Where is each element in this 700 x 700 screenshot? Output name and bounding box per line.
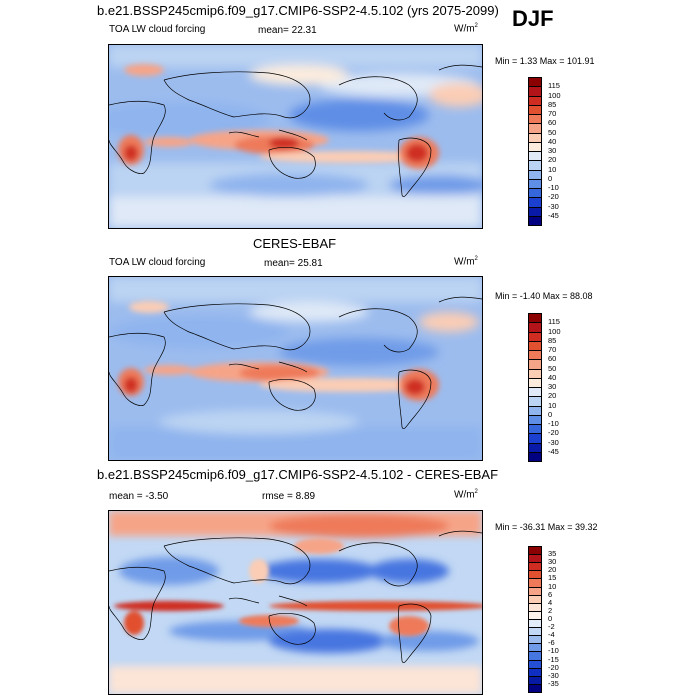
colorbar-label: -15	[548, 654, 559, 664]
panel2-title: CERES-EBAF	[253, 236, 337, 251]
panel3-rmse: rmse = 8.89	[262, 491, 316, 502]
units-text: W/m	[454, 23, 475, 35]
colorbar-label: 85	[548, 335, 557, 345]
coastlines	[109, 296, 482, 430]
colorbar-label: 6	[548, 589, 553, 599]
colorbar-label: 30	[548, 382, 557, 391]
panel2-mean: mean= 25.81	[264, 258, 323, 269]
panel2-colorbar: 115 100 85 70 60 50 40 30 20 10 0 -10 -20 -30 -45	[528, 313, 588, 463]
colorbar-label: -45	[548, 446, 559, 456]
colorbar-label: -30	[548, 437, 559, 447]
colorbar-label: 10	[548, 581, 557, 591]
colorbar-label: -45	[548, 210, 559, 220]
panel3-minmax: Min = -36.31 Max = 39.32	[495, 522, 598, 532]
colorbar-label: -10	[548, 183, 559, 192]
colorbar-swatch	[528, 215, 542, 226]
colorbar-label: 60	[548, 118, 557, 128]
colorbar-label: -35	[548, 678, 559, 688]
colorbar-label: 30	[548, 557, 557, 567]
colorbar-label: 70	[548, 345, 557, 354]
colorbar-label: 100	[548, 326, 561, 336]
panel2-map-field	[109, 277, 482, 460]
panel1-mean: mean= 22.31	[258, 25, 317, 36]
units-sup: 2	[474, 256, 478, 262]
colorbar-label: 70	[548, 109, 557, 118]
colorbar-label: 0	[548, 173, 553, 183]
coastlines	[109, 530, 482, 664]
colorbar-label: 100	[548, 90, 561, 100]
colorbar-label: -20	[548, 662, 559, 672]
panel2-units: W/m2	[454, 256, 478, 267]
colorbar-label: 115	[548, 81, 560, 91]
colorbar-label: -4	[548, 630, 555, 640]
colorbar-label: 4	[548, 597, 553, 607]
panel1-map-field	[109, 45, 482, 228]
panel2-map	[108, 276, 483, 461]
colorbar-label: 30	[548, 146, 557, 155]
colorbar-label: 85	[548, 99, 557, 109]
colorbar-label: 60	[548, 354, 557, 364]
panel3-title: b.e21.BSSP245cmip6.f09_g17.CMIP6-SSP2-4.…	[97, 467, 499, 482]
panel3-mean: mean = -3.50	[109, 491, 169, 502]
colorbar-label: 40	[548, 372, 557, 382]
colorbar-label: -10	[548, 419, 559, 428]
colorbar-swatch	[528, 451, 542, 462]
colorbar-label: -6	[548, 638, 555, 648]
colorbar-label: 15	[548, 573, 557, 583]
colorbar-label: -20	[548, 428, 559, 438]
panel1-units: W/m2	[454, 23, 478, 34]
colorbar-label: 20	[548, 391, 557, 401]
colorbar-label: -2	[548, 622, 555, 632]
colorbar-label: 0	[548, 409, 553, 419]
colorbar-label: -30	[548, 670, 559, 680]
panel3-map-field	[109, 511, 482, 694]
colorbar-label: 20	[548, 155, 557, 165]
colorbar-label: 10	[548, 400, 557, 410]
colorbar-label: 20	[548, 565, 557, 575]
panel2-minmax: Min = -1.40 Max = 88.08	[495, 291, 593, 301]
units-text: W/m	[454, 489, 475, 501]
panel3-units: W/m2	[454, 489, 478, 500]
colorbar-label: -20	[548, 192, 559, 202]
colorbar-label: 10	[548, 164, 557, 174]
colorbar-label: 50	[548, 127, 557, 137]
season-label: DJF	[512, 6, 554, 31]
panel3-colorbar: 35 30 20 15 10 6 4 2 0 -2 -4 -6 -10 -15 -20 -30 -35	[528, 546, 588, 693]
panel1-minmax: Min = 1.33 Max = 101.91	[495, 56, 595, 66]
panel1-title: b.e21.BSSP245cmip6.f09_g17.CMIP6-SSP2-4.…	[97, 3, 499, 18]
panel2-variable: TOA LW cloud forcing	[109, 257, 206, 268]
units-sup: 2	[474, 489, 478, 495]
panel1-colorbar: 115 100 85 70 60 50 40 30 20 10 0 -10 -20 -30 -45	[528, 77, 588, 227]
colorbar-label: 40	[548, 136, 557, 146]
colorbar-label: 35	[548, 549, 557, 559]
panel1-variable: TOA LW cloud forcing	[109, 24, 206, 35]
colorbar-label: 50	[548, 363, 557, 373]
colorbar-label: 2	[548, 605, 553, 615]
units-sup: 2	[474, 23, 478, 29]
colorbar-label: -30	[548, 201, 559, 211]
colorbar-label: 0	[548, 614, 553, 623]
colorbar-swatch	[528, 683, 542, 693]
colorbar-label: -10	[548, 646, 559, 656]
panel1-map	[108, 44, 483, 229]
coastlines	[109, 64, 482, 198]
units-text: W/m	[454, 256, 475, 268]
panel3-map	[108, 510, 483, 695]
colorbar-label: 115	[548, 317, 560, 327]
